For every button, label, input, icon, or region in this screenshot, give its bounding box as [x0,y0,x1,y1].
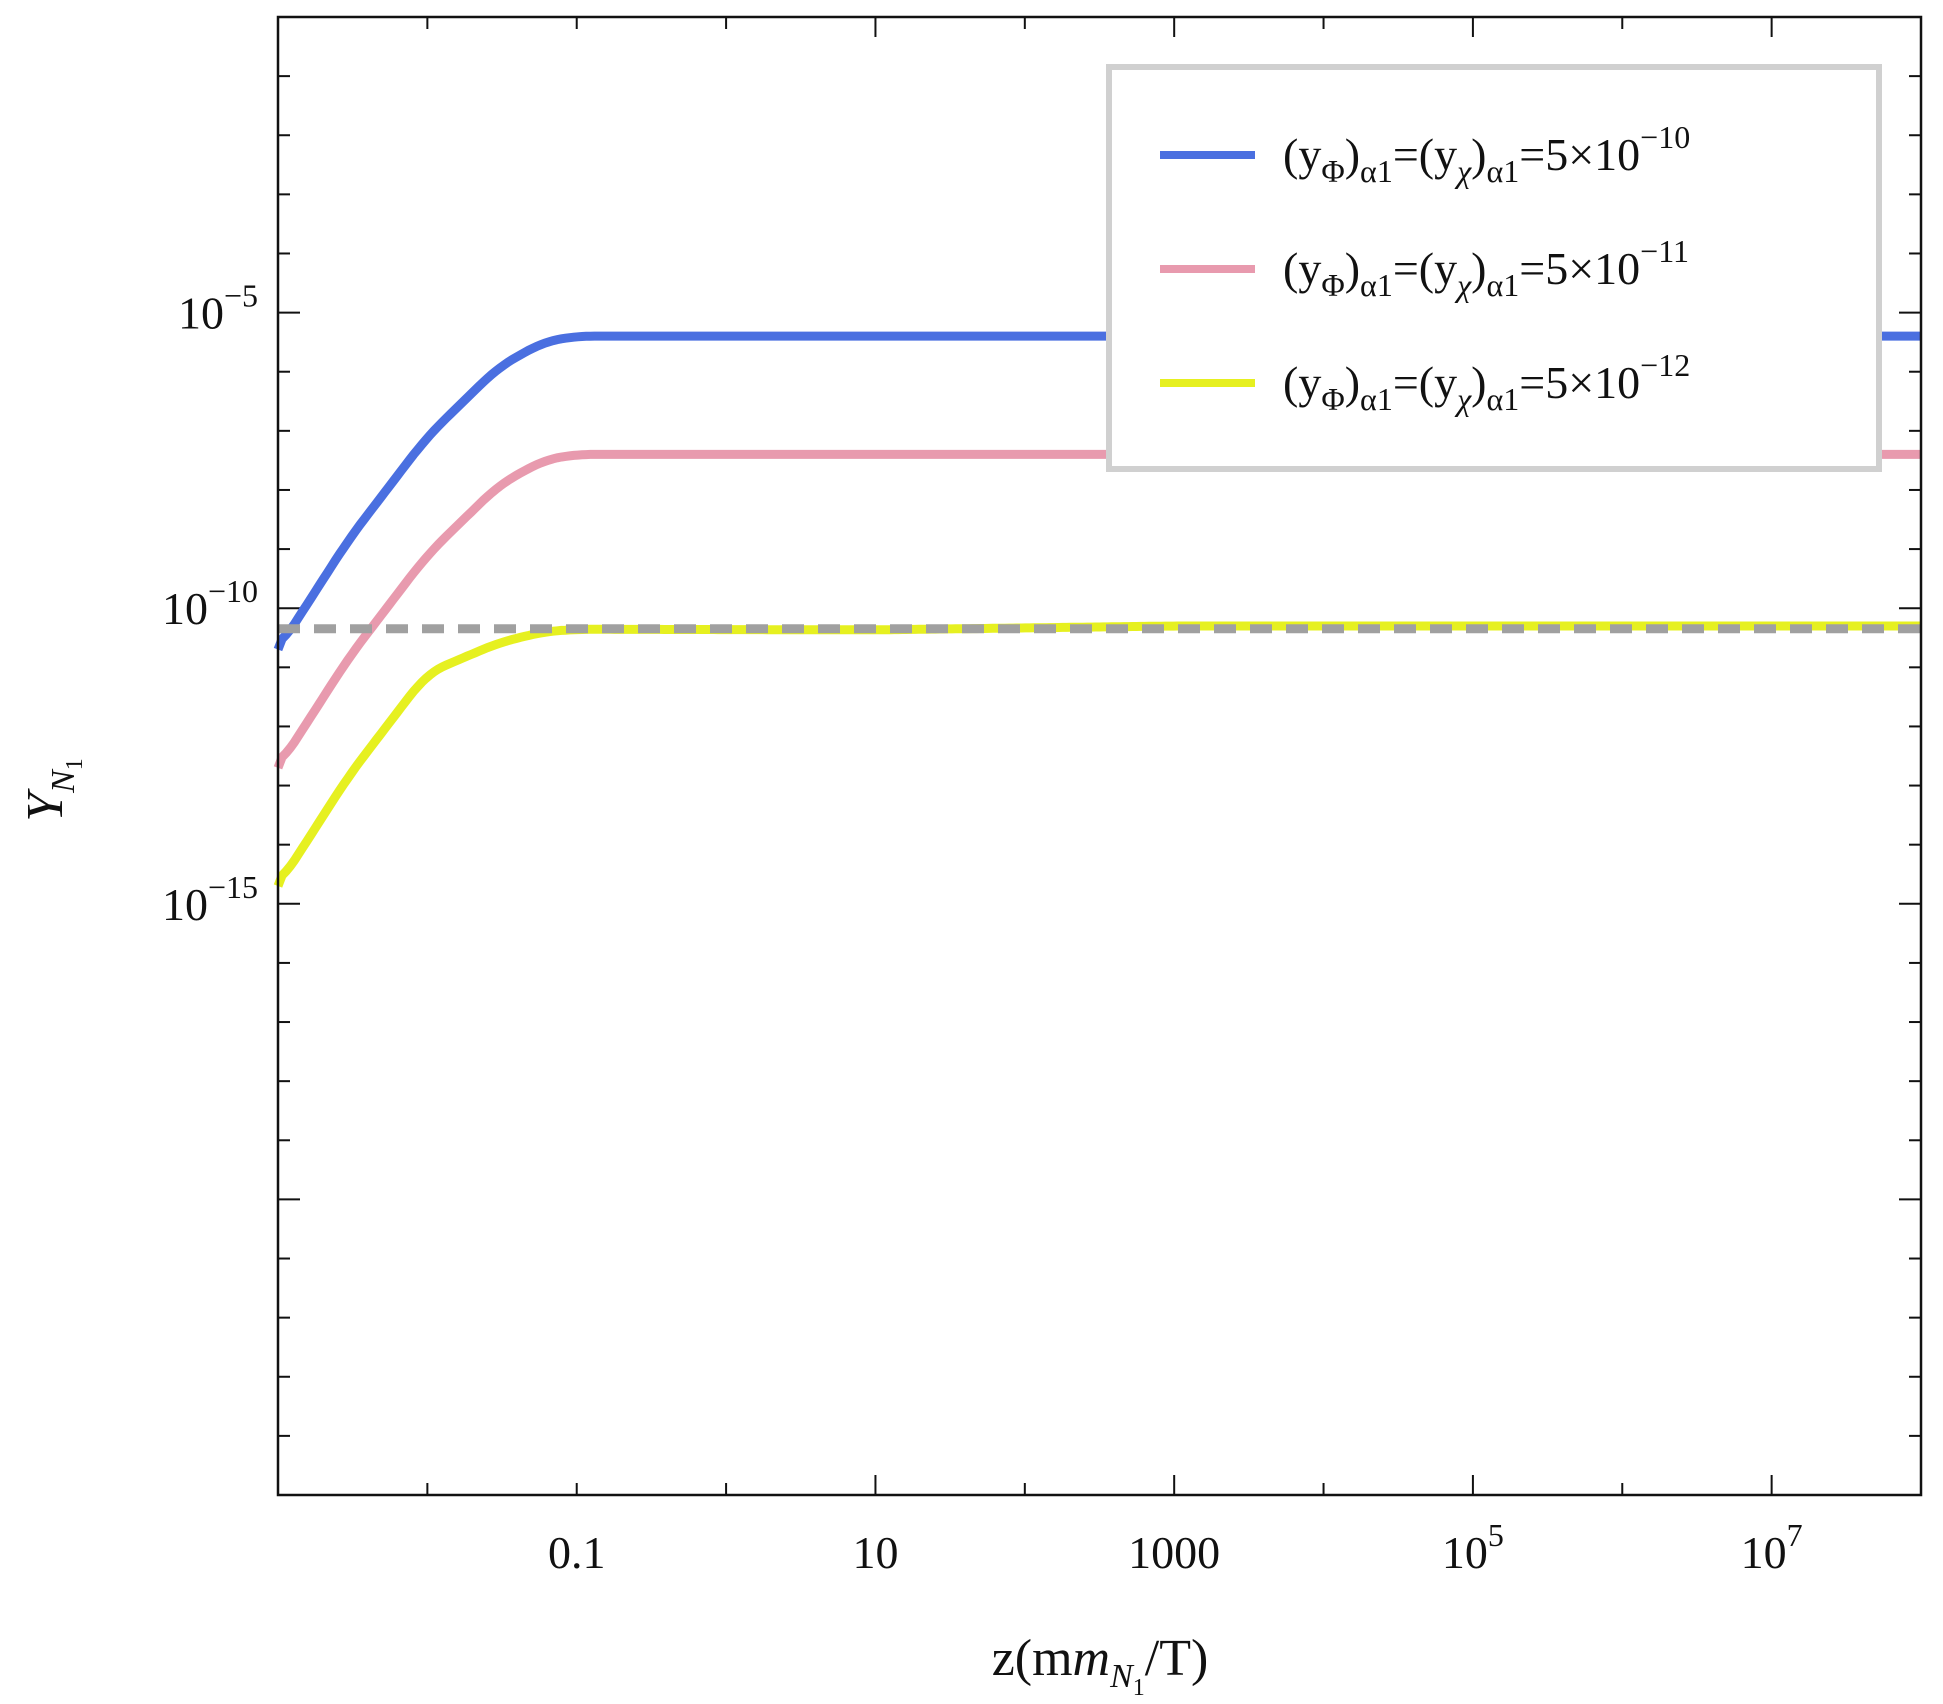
legend-label-3: (yΦ)α1=(yχ)α1=5×10−12 [1283,347,1690,417]
x-tick-label: 105 [1442,1517,1504,1578]
series-line-2 [273,449,1921,770]
y-tick-label: 10−10 [162,573,258,634]
plot-frame [276,15,1923,1497]
legend: (yΦ)α1=(yχ)α1=5×10−10 (yΦ)α1=(yχ)α1=5×10−… [1106,64,1882,472]
y-tick-label: 10−5 [178,278,258,339]
series-line-3 [273,621,1921,888]
x-tick-label: 0.1 [548,1527,606,1578]
x-tick-label: 10 [852,1527,898,1578]
x-tick-labels: 0.1 10 1000 105 107 [548,1517,1803,1578]
y-tick-label: 10−15 [162,869,258,930]
x-tick-label: 1000 [1128,1527,1220,1578]
y-tick-labels: 10−5 10−10 10−15 [162,278,258,930]
legend-label-1: (yΦ)α1=(yχ)α1=5×10−10 [1283,119,1690,189]
x-axis-title: z(mmN1/T) [992,1630,1209,1701]
y-axis-title: YN1 [17,758,88,822]
x-tick-label: 107 [1741,1517,1803,1578]
legend-label-2: (yΦ)α1=(yχ)α1=5×10−11 [1283,233,1689,303]
